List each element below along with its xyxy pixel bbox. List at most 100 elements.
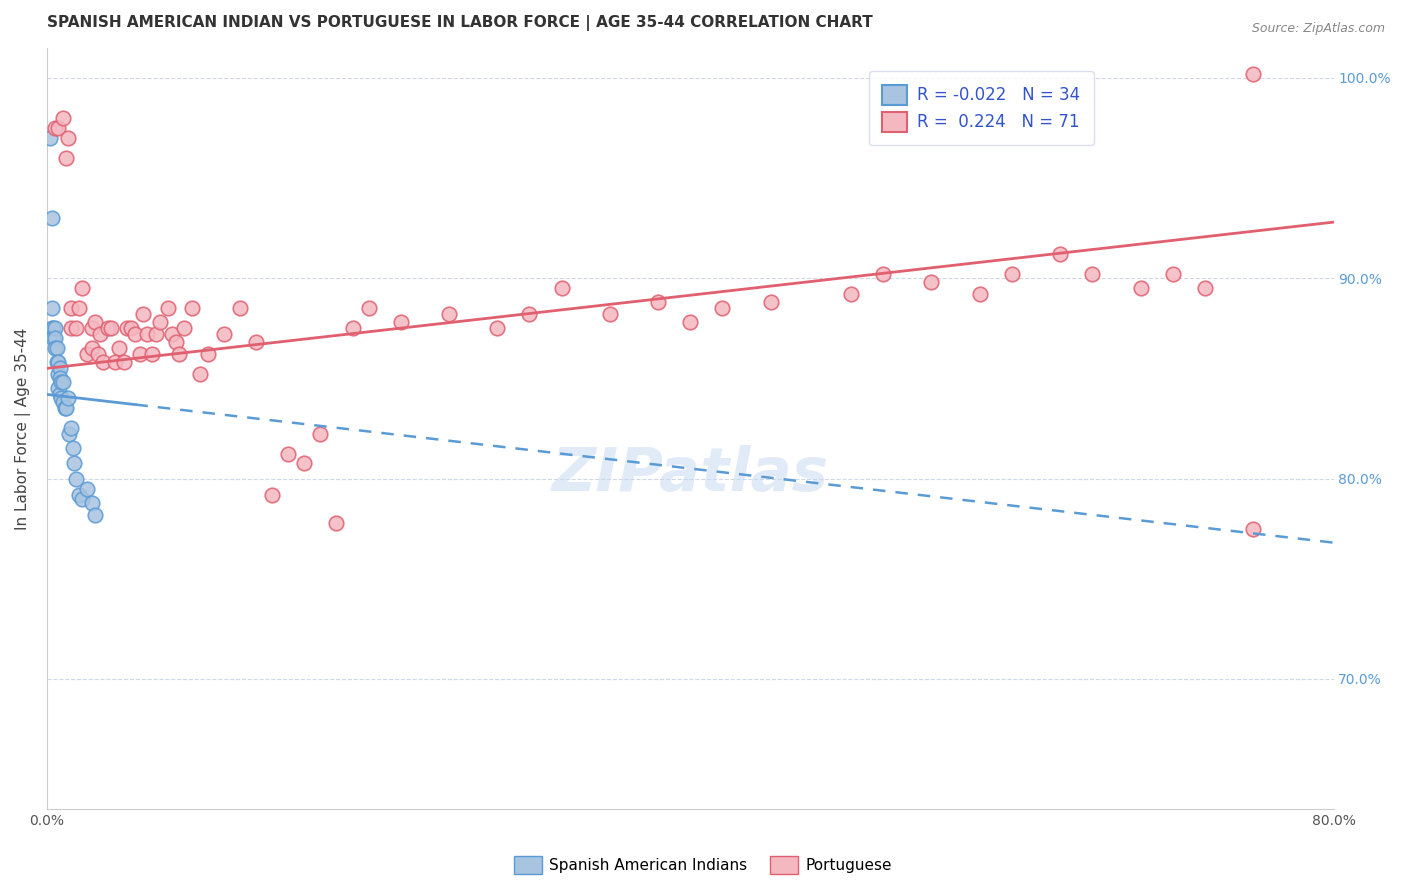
Point [56,131,79,145]
Point [647,295,669,310]
Point [46,368,69,382]
Point [212,327,235,342]
Point [45,355,67,369]
Point [84,315,107,329]
Point [165,335,187,350]
Point [325,516,347,530]
Point [58,427,80,442]
Point [42,321,65,335]
Point [1194,281,1216,295]
Point [1241,522,1264,536]
Point [1161,267,1184,281]
Point [72,281,94,295]
Point [46,381,69,395]
Point [1241,67,1264,81]
Point [167,347,190,361]
Point [89,327,111,342]
Point [148,315,170,329]
Point [80,321,103,335]
Point [39,131,62,145]
Point [357,301,380,316]
Point [80,495,103,509]
Point [44,341,66,355]
Point [124,327,146,342]
Point [65,471,87,485]
Point [87,347,110,361]
Legend: R = -0.022   N = 34, R =  0.224   N = 71: R = -0.022 N = 34, R = 0.224 N = 71 [869,71,1094,145]
Point [188,368,211,382]
Point [55,401,77,416]
Point [486,321,509,335]
Point [67,301,90,316]
Point [262,487,284,501]
Point [55,151,77,165]
Point [132,307,155,321]
Point [599,307,621,321]
Point [53,401,76,416]
Point [145,327,167,342]
Point [52,111,75,125]
Point [84,508,107,522]
Point [120,321,142,335]
Point [711,301,734,316]
Text: SPANISH AMERICAN INDIAN VS PORTUGUESE IN LABOR FORCE | AGE 35-44 CORRELATION CHA: SPANISH AMERICAN INDIAN VS PORTUGUESE IN… [46,15,873,31]
Point [91,355,114,369]
Point [129,347,152,361]
Point [1081,267,1104,281]
Point [46,120,69,135]
Point [1049,247,1071,261]
Point [173,321,195,335]
Point [44,120,66,135]
Point [41,301,63,316]
Point [437,307,460,321]
Point [389,315,412,329]
Point [141,347,163,361]
Point [51,392,73,406]
Point [342,321,364,335]
Point [52,376,75,390]
Point [67,487,90,501]
Point [52,395,75,409]
Point [46,355,69,369]
Point [44,321,66,335]
Point [44,331,66,345]
Point [245,335,267,350]
Point [41,211,63,226]
Point [60,301,83,316]
Point [45,341,67,355]
Point [103,355,125,369]
Point [180,301,202,316]
Point [49,361,72,376]
Point [920,275,942,289]
Point [62,442,84,456]
Point [197,347,219,361]
Point [679,315,702,329]
Point [292,456,315,470]
Point [277,448,299,462]
Point [1001,267,1024,281]
Point [112,355,135,369]
Point [519,307,541,321]
Point [229,301,252,316]
Point [550,281,572,295]
Text: ZIPatlas: ZIPatlas [551,444,828,504]
Point [63,456,86,470]
Point [49,387,72,401]
Point [41,321,63,335]
Legend: Spanish American Indians, Portuguese: Spanish American Indians, Portuguese [508,850,898,880]
Point [51,376,73,390]
Point [76,347,98,361]
Point [80,341,103,355]
Point [72,491,94,506]
Point [839,287,862,301]
Text: Source: ZipAtlas.com: Source: ZipAtlas.com [1251,22,1385,36]
Point [969,287,991,301]
Point [42,331,65,345]
Point [156,301,179,316]
Point [117,321,139,335]
Point [60,321,83,335]
Point [309,427,332,442]
Point [135,327,157,342]
Point [76,482,98,496]
Point [1129,281,1152,295]
